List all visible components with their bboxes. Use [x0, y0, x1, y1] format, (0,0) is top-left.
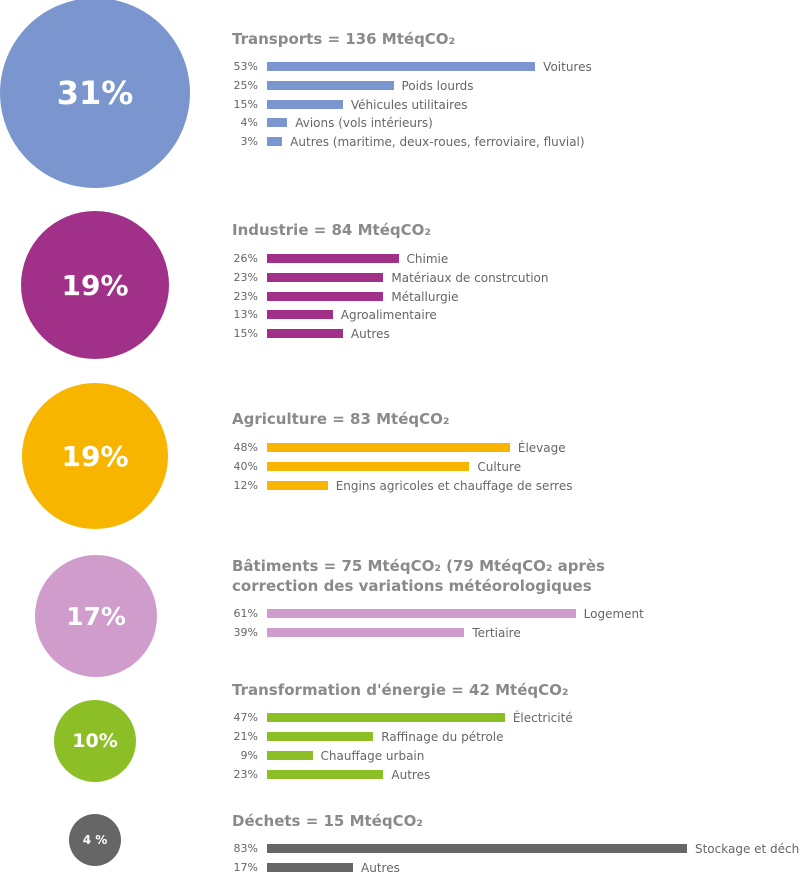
bar-value-label: 4%	[240, 116, 258, 130]
bar-category-label: Tertiaire	[472, 626, 521, 640]
bar-energie-1	[267, 732, 374, 741]
bar-batiments-0	[267, 609, 576, 618]
section-title-batiments: Bâtiments = 75 MtéqCO₂ (79 MtéqCO₂ après	[232, 557, 605, 575]
bar-category-label: Électricité	[512, 711, 573, 725]
bar-agriculture-1	[267, 462, 470, 471]
bar-energie-0	[267, 713, 505, 722]
bar-category-label: Véhicules utilitaires	[350, 97, 468, 112]
bar-value-label: 61%	[233, 607, 258, 620]
bar-value-label: 23%	[233, 768, 258, 781]
bar-batiments-1	[267, 628, 465, 637]
bar-dechets-1	[267, 863, 354, 872]
bar-energie-2	[267, 751, 313, 760]
bar-value-label: 3%	[240, 135, 258, 149]
bar-value-label: 17%	[233, 861, 258, 874]
bar-value-label: 13%	[233, 308, 258, 322]
bar-industrie-3	[267, 310, 333, 320]
bar-category-label: Engins agricoles et chauffage de serres	[335, 479, 573, 493]
bar-value-label: 40%	[233, 460, 258, 473]
section-title-industrie: Industrie = 84 MtéqCO₂	[232, 221, 431, 239]
bar-industrie-4	[267, 329, 343, 339]
share-circle-transports: 31%	[0, 0, 190, 188]
share-circle-energie: 10%	[54, 700, 136, 782]
bar-value-label: 9%	[240, 749, 258, 762]
bar-value-label: 83%	[233, 842, 258, 855]
section-title-energie: Transformation d'énergie = 42 MtéqCO₂	[232, 681, 569, 699]
bar-value-label: 39%	[233, 626, 258, 639]
section-title-line2-batiments: correction des variations météorologique…	[232, 577, 592, 595]
bar-transports-2	[267, 99, 343, 109]
bar-value-label: 23%	[233, 270, 258, 284]
bar-agriculture-2	[267, 481, 328, 490]
bar-agriculture-0	[267, 443, 510, 452]
bar-category-label: Matériaux de constrcution	[391, 270, 549, 285]
bar-category-label: Chimie	[406, 252, 449, 266]
bar-transports-3	[267, 118, 288, 128]
bar-category-label: Avions (vols intérieurs)	[295, 116, 433, 131]
bar-value-label: 23%	[233, 289, 258, 303]
bar-value-label: 53%	[233, 60, 258, 73]
bar-energie-3	[267, 770, 384, 779]
bar-value-label: 47%	[233, 711, 258, 724]
bar-category-label: Élevage	[517, 441, 566, 455]
bar-category-label: Autres	[350, 327, 390, 342]
bar-category-label: Autres	[391, 768, 431, 782]
share-circle-dechets: 4 %	[69, 814, 121, 866]
share-circle-agriculture: 19%	[22, 383, 168, 529]
section-title-dechets: Déchets = 15 MtéqCO₂	[232, 812, 423, 830]
bar-category-label: Métallurgie	[391, 289, 459, 304]
bar-value-label: 26%	[233, 252, 258, 265]
bar-value-label: 21%	[233, 730, 258, 743]
bar-value-label: 15%	[233, 97, 258, 111]
bar-industrie-2	[267, 291, 384, 301]
bar-category-label: Autres	[361, 861, 400, 875]
bar-value-label: 48%	[233, 441, 258, 454]
share-circle-industrie: 19%	[21, 211, 169, 359]
bar-category-label: Agroalimentaire	[340, 308, 437, 323]
bar-category-label: Stockage et déchets	[694, 842, 800, 856]
bar-transports-0	[267, 62, 536, 71]
bar-category-label: Autres (maritime, deux-roues, ferroviair…	[290, 135, 585, 150]
bar-category-label: Culture	[477, 460, 522, 474]
bar-value-label: 15%	[233, 327, 258, 341]
bar-value-label: 12%	[233, 479, 258, 492]
bar-category-label: Poids lourds	[401, 78, 474, 93]
bar-category-label: Logement	[583, 607, 644, 621]
share-circle-batiments: 17%	[35, 555, 157, 677]
section-title-transports: Transports = 136 MtéqCO₂	[232, 30, 456, 48]
bar-category-label: Voitures	[543, 60, 592, 74]
bar-industrie-0	[267, 254, 399, 263]
bar-industrie-1	[267, 272, 384, 282]
bar-dechets-0	[267, 844, 687, 853]
bar-category-label: Raffinage du pétrole	[381, 730, 504, 744]
bar-category-label: Chauffage urbain	[320, 749, 425, 763]
section-title-agriculture: Agriculture = 83 MtéqCO₂	[232, 410, 450, 428]
bar-transports-1	[267, 80, 394, 90]
bar-transports-4	[267, 137, 283, 147]
bar-value-label: 25%	[233, 78, 258, 92]
